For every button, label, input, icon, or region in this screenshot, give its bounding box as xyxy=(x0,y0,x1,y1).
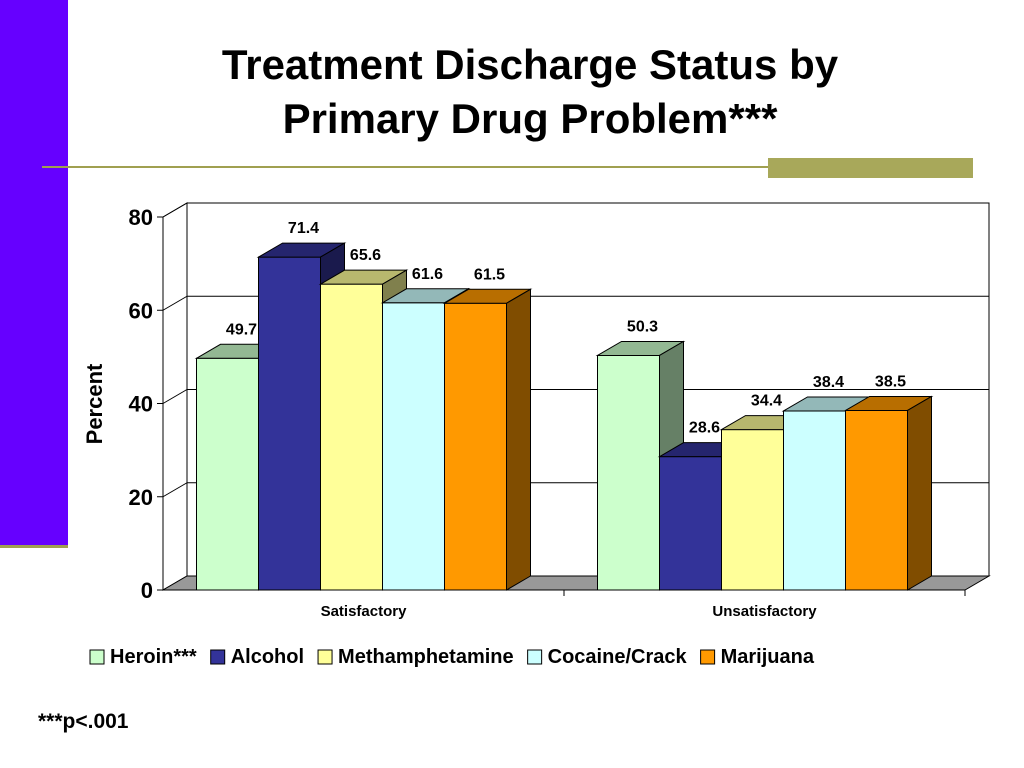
legend-label-methamphetamine: Methamphetamine xyxy=(338,646,514,668)
left-accent-underline xyxy=(0,545,68,548)
y-tick-label: 20 xyxy=(129,485,153,510)
alcohol-bar-satisfactory xyxy=(258,256,321,591)
legend-swatch-heroin xyxy=(89,649,105,665)
data-label: 50.3 xyxy=(627,318,658,335)
y-axis-title: Percent xyxy=(82,363,107,444)
alcohol-bar-unsatisfactory xyxy=(659,456,722,591)
heroin-bar-unsatisfactory xyxy=(597,354,660,591)
gridline-side xyxy=(162,389,188,404)
marijuana-bar-satisfactory-side xyxy=(506,288,531,591)
cocaine-crack-bar-unsatisfactory xyxy=(783,410,846,591)
gridline-side xyxy=(162,295,188,311)
data-label: 34.4 xyxy=(751,393,782,410)
y-tick-label: 80 xyxy=(129,205,153,230)
slide-title-line2: Primary Drug Problem*** xyxy=(282,95,778,142)
slide-title-line1: Treatment Discharge Status by xyxy=(221,41,839,88)
legend-label-heroin: Heroin*** xyxy=(110,646,197,668)
legend-label-marijuana: Marijuana xyxy=(721,646,815,668)
methamphetamine-bar-unsatisfactory xyxy=(721,429,784,591)
methamphetamine-bar-satisfactory xyxy=(320,283,383,591)
left-accent-bar xyxy=(0,0,68,545)
data-label: 28.6 xyxy=(689,420,720,437)
data-label: 61.5 xyxy=(474,266,505,283)
data-label: 61.6 xyxy=(412,266,443,283)
bar-chart: 0 20 40 60 80 Percent 49.7 71.4 65.6 61.6 61.5 Sati… xyxy=(82,202,991,668)
marijuana-bar-unsatisfactory xyxy=(845,409,908,591)
legend-swatch-marijuana xyxy=(700,649,716,665)
y-tick-label: 0 xyxy=(141,578,153,603)
marijuana-bar-satisfactory xyxy=(444,302,507,591)
cocaine-crack-bar-satisfactory xyxy=(382,302,445,591)
data-label: 65.6 xyxy=(350,247,381,264)
legend-swatch-alcohol xyxy=(210,649,226,665)
legend-label-cocaine-crack: Cocaine/Crack xyxy=(548,646,688,668)
data-label: 38.4 xyxy=(813,374,844,391)
y-tick-label: 60 xyxy=(129,298,153,323)
gridline-side xyxy=(162,482,188,498)
title-divider xyxy=(42,166,972,168)
data-label: 71.4 xyxy=(288,220,319,237)
data-label: 38.5 xyxy=(875,373,906,390)
title-divider-accent xyxy=(768,158,973,178)
y-tick-label: 40 xyxy=(129,392,153,417)
heroin-bar-satisfactory xyxy=(196,357,259,591)
legend-swatch-cocaine-crack xyxy=(527,649,543,665)
marijuana-bar-unsatisfactory-side xyxy=(907,395,932,591)
legend-label-alcohol: Alcohol xyxy=(231,646,304,668)
data-label: 49.7 xyxy=(226,321,257,338)
footnote: ***p<.001 xyxy=(38,710,129,733)
x-tick-label: Unsatisfactory xyxy=(712,603,817,620)
x-tick-label: Satisfactory xyxy=(321,603,408,620)
legend-swatch-methamphetamine xyxy=(317,649,333,665)
gridline-side xyxy=(162,202,188,218)
